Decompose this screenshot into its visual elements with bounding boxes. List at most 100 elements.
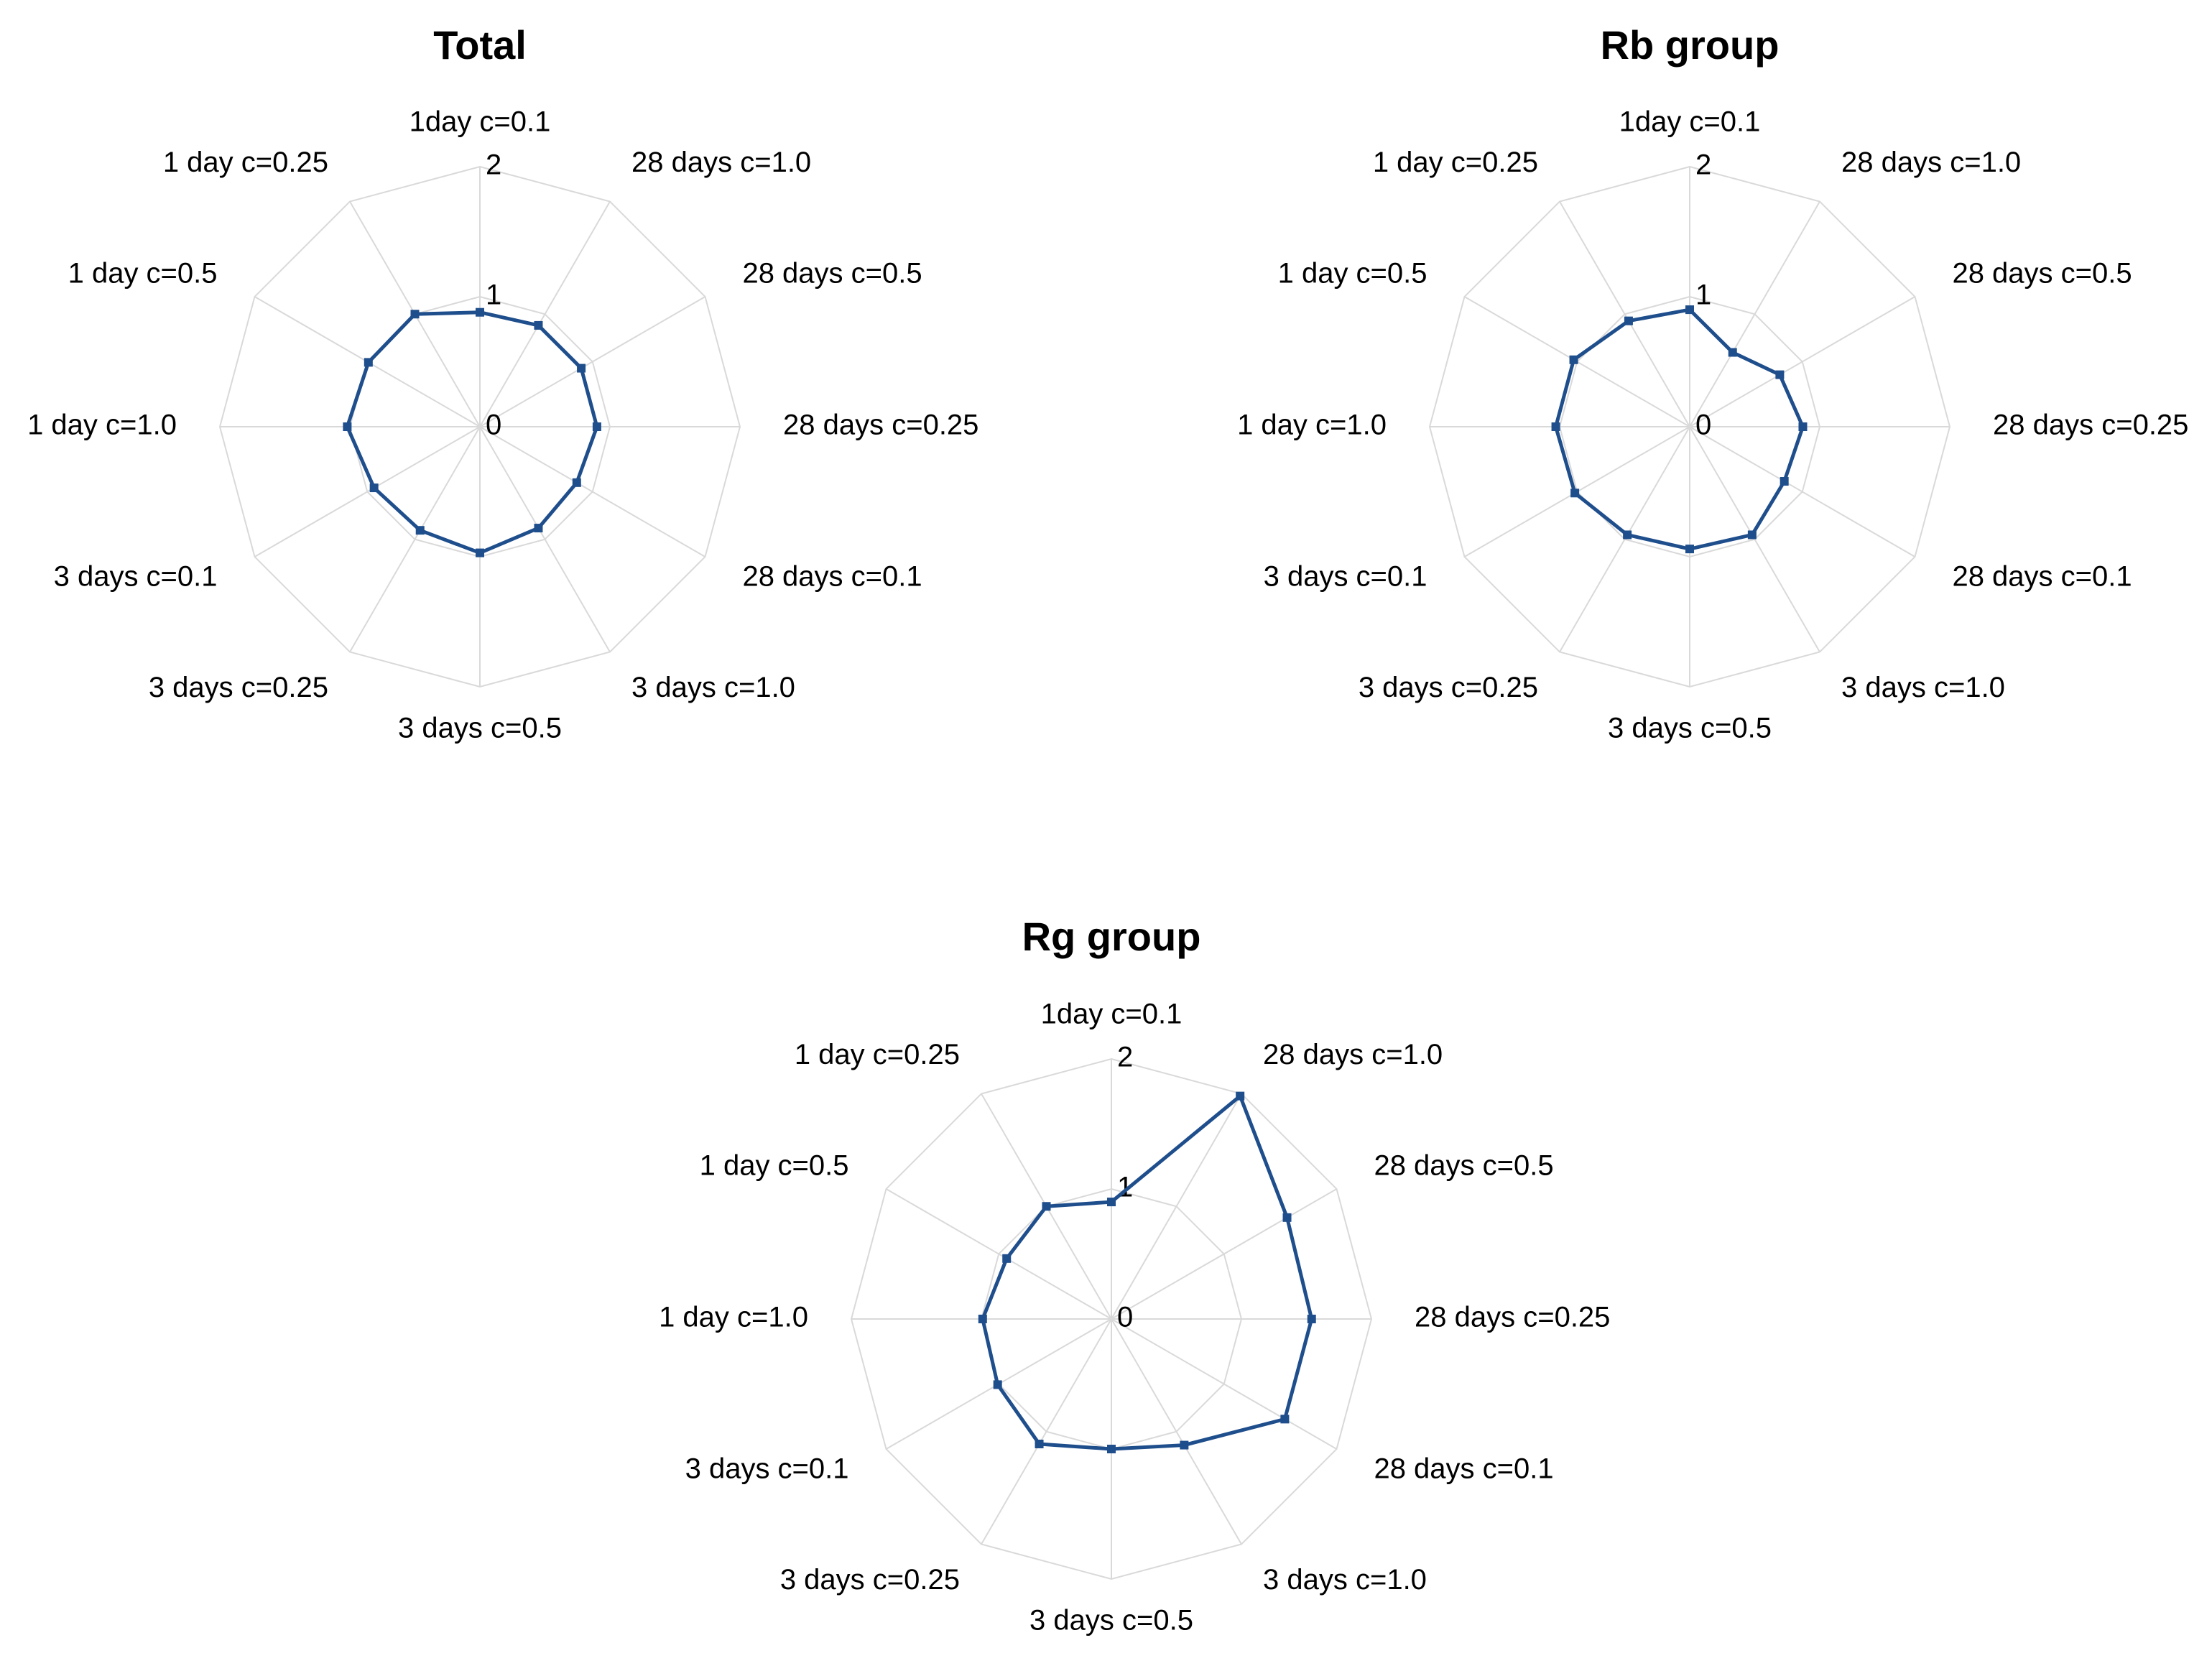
- data-point: [343, 422, 352, 431]
- category-label: 1 day c=0.25: [795, 1039, 960, 1070]
- data-point: [1236, 1091, 1245, 1101]
- series-line: [1554, 307, 1805, 551]
- spoke-line: [479, 200, 611, 427]
- data-point: [410, 310, 420, 319]
- tick-label: 2: [1695, 149, 1711, 181]
- data-point: [534, 320, 543, 330]
- category-label: 3 days c=0.5: [398, 713, 562, 744]
- category-label: 1 day c=1.0: [1237, 409, 1387, 441]
- spoke-line: [885, 1188, 1112, 1320]
- category-label: 28 days c=1.0: [1263, 1039, 1443, 1070]
- tick-label: 0: [1117, 1302, 1133, 1333]
- data-point: [572, 478, 581, 487]
- data-point: [1180, 1440, 1189, 1450]
- category-label: 28 days c=1.0: [1841, 147, 2021, 178]
- category-label: 1 day c=0.25: [1373, 147, 1538, 178]
- category-label: 3 days c=0.25: [1359, 672, 1538, 703]
- data-point: [1623, 530, 1632, 540]
- category-label: 3 days c=0.1: [685, 1453, 849, 1485]
- spoke-line: [1559, 426, 1690, 653]
- category-label: 3 days c=0.1: [1264, 561, 1427, 593]
- category-label: 1 day c=0.5: [68, 258, 218, 290]
- spoke-line: [1689, 296, 1916, 427]
- tick-label: 1: [486, 279, 501, 311]
- series-line: [345, 310, 599, 555]
- category-label: 28 days c=1.0: [631, 147, 811, 178]
- category-label: 1 day c=1.0: [659, 1302, 808, 1333]
- data-point: [1728, 348, 1737, 357]
- spoke-line: [981, 1318, 1112, 1545]
- category-label: 28 days c=0.5: [1952, 258, 2132, 290]
- category-label: 3 days c=0.1: [54, 561, 218, 593]
- chart-title: Rb group: [1601, 22, 1780, 68]
- data-point: [1282, 1213, 1292, 1222]
- data-point: [978, 1315, 987, 1323]
- category-label: 3 days c=0.5: [1608, 713, 1772, 744]
- category-label: 28 days c=0.5: [742, 258, 922, 290]
- data-point: [1307, 1315, 1316, 1323]
- category-label: 3 days c=0.5: [1029, 1605, 1193, 1637]
- spoke-line: [1559, 200, 1690, 427]
- category-label: 3 days c=1.0: [1841, 672, 2005, 703]
- data-point: [993, 1380, 1002, 1389]
- data-point: [369, 483, 379, 493]
- category-label: 1 day c=0.5: [1278, 258, 1427, 290]
- chart-title: Rg group: [1022, 914, 1201, 959]
- spoke-line: [254, 426, 481, 557]
- data-point: [1798, 422, 1808, 431]
- spoke-line: [1111, 1318, 1242, 1545]
- data-point: [1570, 489, 1580, 498]
- spoke-line: [479, 426, 611, 653]
- data-point: [592, 422, 601, 431]
- category-label: 3 days c=0.25: [149, 672, 328, 703]
- data-point: [534, 524, 543, 533]
- data-point: [1551, 422, 1560, 431]
- spoke-line: [1689, 200, 1820, 427]
- data-point: [1569, 355, 1578, 364]
- data-point: [1107, 1445, 1116, 1453]
- radar-chart-rb-group: Rb group 0 1 2 1day c=0.1 28 days c=1.0 28 day…: [1237, 22, 2188, 744]
- category-label: 28 days c=0.5: [1374, 1150, 1553, 1182]
- data-point: [1747, 530, 1757, 540]
- data-point: [1035, 1439, 1044, 1448]
- spoke-line: [349, 426, 481, 653]
- data-point: [1107, 1198, 1116, 1207]
- tick-label: 2: [486, 149, 501, 181]
- spoke-line: [1111, 1188, 1338, 1320]
- tick-label: 0: [486, 409, 501, 441]
- category-label: 28 days c=0.25: [783, 409, 978, 441]
- data-point: [1624, 316, 1633, 325]
- tick-label: 1: [1695, 279, 1711, 311]
- data-point: [1002, 1254, 1012, 1263]
- radar-chart-total: Total 0 1 2 1day c=0.1 28 days c=1.0 28 days c…: [27, 22, 978, 744]
- data-point: [1780, 477, 1789, 486]
- category-label: 1 day c=0.5: [700, 1150, 849, 1182]
- data-point: [577, 364, 586, 373]
- spoke-line: [1111, 1318, 1338, 1450]
- chart-title: Total: [433, 22, 527, 68]
- spoke-line: [1111, 1093, 1242, 1320]
- category-label: 1day c=0.1: [1619, 106, 1761, 138]
- tick-label: 2: [1117, 1042, 1133, 1073]
- data-point: [415, 526, 425, 535]
- category-label: 1 day c=1.0: [27, 409, 177, 441]
- category-label: 3 days c=1.0: [631, 672, 795, 703]
- tick-label: 0: [1695, 409, 1711, 441]
- data-point: [1280, 1415, 1290, 1424]
- category-label: 28 days c=0.25: [1993, 409, 2188, 441]
- category-label: 1day c=0.1: [1041, 999, 1183, 1030]
- spoke-line: [479, 426, 706, 557]
- data-point: [1685, 545, 1694, 554]
- data-point: [1685, 305, 1694, 315]
- category-label: 3 days c=0.25: [780, 1564, 960, 1596]
- spoke-line: [1689, 426, 1916, 557]
- category-label: 28 days c=0.1: [1374, 1453, 1553, 1485]
- category-label: 28 days c=0.25: [1415, 1302, 1610, 1333]
- category-label: 28 days c=0.1: [1952, 561, 2132, 593]
- spoke-line: [479, 296, 706, 427]
- data-point: [1042, 1202, 1051, 1211]
- data-point: [1775, 370, 1785, 379]
- category-label: 1day c=0.1: [409, 106, 551, 138]
